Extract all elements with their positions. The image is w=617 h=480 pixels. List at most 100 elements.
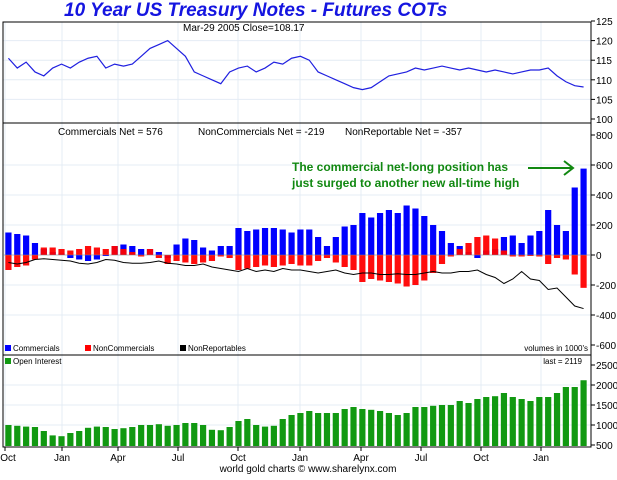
commercials-bar — [217, 246, 224, 255]
chart-title: 10 Year US Treasury Notes - Futures COTs — [64, 0, 448, 21]
noncommercials-bar — [430, 255, 437, 273]
open-interest-bar — [129, 427, 136, 446]
noncommercials-bar — [23, 255, 30, 266]
y-tick-label: 800 — [596, 131, 613, 142]
noncommercials-bar — [40, 247, 47, 255]
noncommercials-bar — [332, 255, 339, 263]
open-interest-bar — [332, 413, 339, 446]
commercials-bar — [297, 229, 304, 255]
open-interest-bar — [553, 393, 561, 446]
commercials-bar — [31, 243, 39, 255]
commercials-bar — [191, 240, 198, 255]
noncommercials-bar — [297, 255, 304, 266]
x-tick-label: Oct — [230, 453, 246, 464]
open-interest-bar — [527, 401, 534, 446]
commercials-bar — [235, 228, 242, 255]
noncommercials-bar — [182, 255, 189, 263]
plot-frame — [2, 21, 592, 448]
y-tick-label: 200 — [596, 221, 613, 232]
noncommercials-bar — [500, 250, 508, 255]
noncommercials-bar — [323, 255, 331, 258]
x-tick-label: Jul — [172, 453, 185, 464]
open-interest-bar — [465, 403, 472, 446]
legend-nonreportables: NonReportables — [188, 344, 246, 353]
noncommercials-bar — [376, 255, 384, 281]
open-interest-bar — [102, 427, 109, 446]
open-interest-bar — [191, 423, 198, 446]
open-interest-bar — [253, 425, 260, 446]
legend-commercials: Commercials — [13, 344, 60, 353]
y-tick-label: 2500 — [596, 361, 617, 372]
commercials-bar — [474, 255, 481, 258]
commercials-bar — [527, 235, 534, 255]
open-interest-bar — [483, 397, 490, 446]
y-tick-label: 1000 — [596, 421, 617, 432]
legend: Commercials NonCommercials NonReportable… — [5, 344, 588, 366]
noncommercials-bar — [315, 255, 322, 261]
noncommercials-bar — [49, 247, 56, 255]
commercials-bar — [368, 217, 375, 255]
open-interest-bar — [14, 425, 21, 446]
x-tick-label: Oct — [0, 453, 16, 464]
legend-swatch-nonreportables — [180, 345, 186, 351]
y-tick-label: -400 — [596, 311, 616, 322]
commercials-bar — [138, 249, 145, 255]
commercials-bar — [208, 250, 216, 255]
commercials-bar — [553, 225, 561, 255]
noncommercials-bar — [394, 255, 401, 284]
commercials-bar — [102, 255, 109, 256]
open-interest-bar — [173, 425, 180, 446]
noncommercials-bar — [536, 255, 543, 257]
noncommercials-bar — [474, 237, 481, 255]
price-line — [7, 39, 584, 91]
x-tick-label: Oct — [473, 453, 489, 464]
noncommercials-bar — [235, 255, 242, 270]
commercials-bar — [571, 187, 578, 255]
noncommercials-bar — [580, 255, 587, 288]
legend-swatch-open-interest — [5, 358, 11, 364]
commercials-bar — [67, 255, 74, 258]
open-interest-bar — [500, 393, 508, 446]
commercials-bar — [93, 255, 101, 260]
noncommercials-bar — [403, 255, 410, 287]
y-tick-label: -600 — [596, 341, 616, 352]
noncommercials-bar — [31, 255, 39, 260]
nonreportable-net-label: NonReportable Net = -357 — [345, 127, 462, 138]
open-interest-bar — [23, 426, 30, 446]
commercials-bar — [421, 216, 428, 255]
commercials-bar — [500, 237, 508, 255]
open-interest-bar — [518, 399, 525, 446]
commercials-bar — [518, 243, 525, 255]
commercials-bar — [279, 229, 286, 255]
open-interest-bar — [385, 413, 393, 446]
commercials-bar — [536, 231, 543, 255]
open-interest-bar — [580, 380, 587, 446]
commercials-net-label: Commercials Net = 576 — [58, 127, 163, 138]
open-interest-bar — [155, 424, 162, 446]
noncommercials-bar — [217, 255, 224, 257]
y-tick-label: 500 — [596, 441, 613, 452]
nonreportables-line — [8, 258, 584, 310]
open-interest-bar — [164, 425, 171, 446]
noncommercials-bar — [518, 255, 525, 257]
noncommercials-bar — [279, 255, 286, 266]
open-interest-bar — [120, 428, 127, 446]
open-interest-bar — [261, 426, 269, 446]
noncommercials-bar — [58, 249, 65, 255]
noncommercials-bar — [421, 255, 428, 281]
y-tick-label: 400 — [596, 191, 613, 202]
commercials-bar — [323, 246, 331, 255]
open-interest-bar — [571, 387, 578, 446]
last-oi-label: last = 2119 — [543, 357, 582, 366]
open-interest-bar — [111, 429, 118, 446]
noncommercials-bar — [412, 255, 419, 285]
open-interest-bar — [359, 409, 366, 446]
commercials-bar — [447, 243, 454, 255]
open-interest-bar — [138, 425, 145, 446]
open-interest-bar — [49, 435, 56, 446]
open-interest-bar — [474, 399, 481, 446]
commercials-bar — [23, 235, 30, 255]
open-interest-bar — [182, 423, 189, 446]
open-interest-bar — [421, 407, 428, 446]
